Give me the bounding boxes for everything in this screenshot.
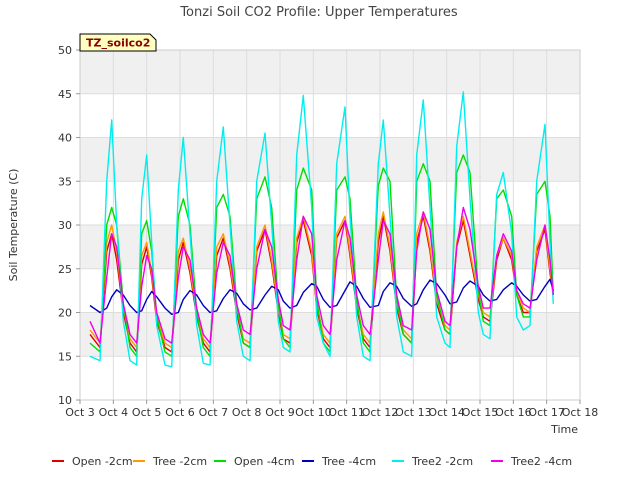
y-tick-label: 20 [58, 307, 72, 320]
legend-label: Open -4cm [234, 455, 295, 468]
y-axis-ticks: 10 15 20 25 30 35 40 45 50 [58, 44, 80, 407]
series-line-3 [89, 154, 554, 357]
x-tick-label: Oct 18 [562, 406, 599, 419]
legend: Open -2cm Tree -2cm Open -4cm Tree -4cm Tree… [52, 455, 572, 468]
x-tick-label: Oct 17 [528, 406, 565, 419]
series-layer [89, 91, 554, 368]
x-tick-label: Oct 14 [428, 406, 465, 419]
y-tick-label: 15 [58, 350, 72, 363]
y-tick-label: 50 [58, 44, 72, 57]
y-tick-label: 10 [58, 394, 72, 407]
y-tick-label: 40 [58, 132, 72, 145]
y-tick-label: 45 [58, 88, 72, 101]
series-line-6 [89, 206, 554, 344]
series-line-5 [89, 91, 554, 368]
legend-label: Tree -2cm [152, 455, 207, 468]
legend-label: Tree2 -2cm [411, 455, 473, 468]
badge-box [79, 33, 157, 52]
x-tick-label: Oct 10 [295, 406, 332, 419]
badge-label: TZ_soilco2 [86, 37, 150, 50]
badge: TZ_soilco2 [79, 33, 157, 52]
y-tick-label: 35 [58, 175, 72, 188]
chart-title: Tonzi Soil CO2 Profile: Upper Temperatur… [179, 5, 458, 20]
x-tick-label: Oct 16 [495, 406, 532, 419]
y-axis-title: Soil Temperature (C) [7, 169, 20, 282]
x-tick-label: Oct 4 [99, 406, 129, 419]
x-tick-label: Oct 13 [395, 406, 432, 419]
plot-band [80, 225, 580, 269]
plot-band [80, 137, 580, 182]
legend-label: Open -2cm [72, 455, 133, 468]
legend-label: Tree2 -4cm [510, 455, 572, 468]
y-tick-label: 25 [58, 263, 72, 276]
plot-band [80, 50, 580, 94]
x-tick-label: Oct 15 [462, 406, 499, 419]
x-tick-label: Oct 7 [199, 406, 229, 419]
x-axis-ticks: Oct 3 Oct 4 Oct 5 Oct 6 Oct 7 Oct 8 Oct 9 Oct 1… [65, 400, 598, 419]
legend-label: Tree -4cm [321, 455, 376, 468]
x-tick-label: Oct 12 [362, 406, 399, 419]
x-tick-label: Oct 5 [132, 406, 162, 419]
x-tick-label: Oct 8 [232, 406, 262, 419]
x-tick-label: Oct 11 [328, 406, 365, 419]
x-tick-label: Oct 9 [265, 406, 295, 419]
x-tick-label: Oct 3 [65, 406, 95, 419]
y-tick-label: 30 [58, 219, 72, 232]
x-axis-title: Time [550, 423, 578, 436]
x-tick-label: Oct 6 [165, 406, 195, 419]
